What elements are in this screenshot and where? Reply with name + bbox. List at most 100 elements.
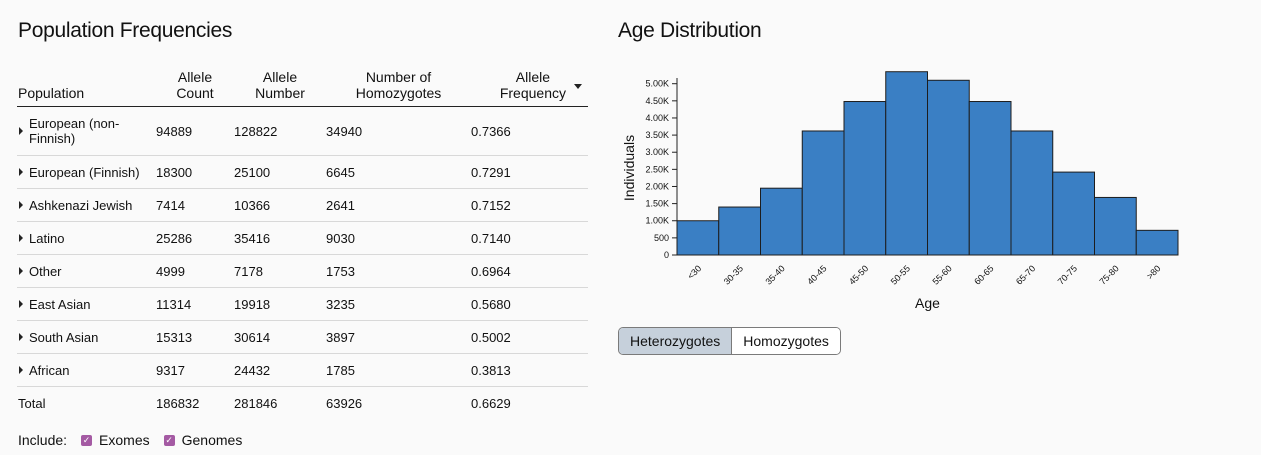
table-row[interactable]: Ashkenazi Jewish 7414 10366 2641 0.7152 <box>17 189 588 222</box>
expand-caret-icon[interactable] <box>19 267 23 275</box>
genomes-checkbox[interactable]: ✓ <box>164 435 175 446</box>
expand-caret-icon[interactable] <box>19 127 23 135</box>
x-tick-label: 50-55 <box>889 263 912 286</box>
bar-75-80[interactable] <box>1095 197 1137 255</box>
column-header-homozygotes[interactable]: Number of Homozygotes <box>326 66 471 107</box>
population-name: European (non- Finnish) <box>29 116 119 146</box>
allele-count-cell: 15313 <box>156 321 234 354</box>
allele-frequency-cell: 0.3813 <box>471 354 588 387</box>
total-allele-count-cell: 186832 <box>156 387 234 420</box>
expand-caret-icon[interactable] <box>19 366 23 374</box>
y-tick-label: 4.50K <box>645 96 669 106</box>
bar-65-70[interactable] <box>1011 131 1053 255</box>
x-tick-label: 30-35 <box>722 263 745 286</box>
homozygotes-cell: 1785 <box>326 354 471 387</box>
homozygotes-button[interactable]: Homozygotes <box>732 328 840 354</box>
heterozygotes-button[interactable]: Heterozygotes <box>619 328 732 354</box>
x-tick-label: >80 <box>1145 263 1163 281</box>
population-cell[interactable]: African <box>17 354 156 387</box>
population-cell[interactable]: Latino <box>17 222 156 255</box>
allele-number-cell: 30614 <box>234 321 326 354</box>
population-table: Population Allele Count Allele Number Numb… <box>17 66 588 419</box>
bar-30-35[interactable] <box>719 207 761 255</box>
y-axis-title: Individuals <box>621 135 637 201</box>
allele-frequency-cell: 0.5002 <box>471 321 588 354</box>
bar-50-55[interactable] <box>886 72 928 255</box>
population-cell[interactable]: European (non- Finnish) <box>17 107 156 156</box>
column-header-allele-frequency[interactable]: Allele Frequency <box>471 66 588 107</box>
table-row[interactable]: African 9317 24432 1785 0.3813 <box>17 354 588 387</box>
allele-frequency-cell: 0.7291 <box>471 156 588 189</box>
population-name: African <box>29 363 69 378</box>
y-tick-label: 2.50K <box>645 164 669 174</box>
allele-count-cell: 94889 <box>156 107 234 156</box>
bar-45-50[interactable] <box>844 102 886 255</box>
expand-caret-icon[interactable] <box>19 201 23 209</box>
expand-caret-icon[interactable] <box>19 168 23 176</box>
population-name: South Asian <box>29 330 98 345</box>
include-filter: Include: ✓ Exomes ✓ Genomes <box>18 432 242 448</box>
total-homozygotes-cell: 63926 <box>326 387 471 420</box>
population-name: European (Finnish) <box>29 165 140 180</box>
population-cell[interactable]: Ashkenazi Jewish <box>17 189 156 222</box>
y-tick-label: 4.00K <box>645 113 669 123</box>
total-row: Total 186832 281846 63926 0.6629 <box>17 387 588 420</box>
table-row[interactable]: South Asian 15313 30614 3897 0.5002 <box>17 321 588 354</box>
bar-60-65[interactable] <box>969 102 1011 255</box>
allele-count-cell: 18300 <box>156 156 234 189</box>
table-row[interactable]: East Asian 11314 19918 3235 0.5680 <box>17 288 588 321</box>
total-allele-number-cell: 281846 <box>234 387 326 420</box>
population-cell[interactable]: European (Finnish) <box>17 156 156 189</box>
x-axis-title: Age <box>915 295 940 311</box>
y-tick-label: 2.00K <box>645 181 669 191</box>
table-row[interactable]: Other 4999 7178 1753 0.6964 <box>17 255 588 288</box>
table-row[interactable]: European (non- Finnish) 94889 128822 34940 0.… <box>17 107 588 156</box>
genomes-checkbox-wrap[interactable]: ✓ Genomes <box>164 432 243 448</box>
x-tick-label: 55-60 <box>930 263 953 286</box>
population-cell[interactable]: Other <box>17 255 156 288</box>
expand-caret-icon[interactable] <box>19 300 23 308</box>
table-row[interactable]: European (Finnish) 18300 25100 6645 0.7291 <box>17 156 588 189</box>
bar-70-75[interactable] <box>1053 172 1095 255</box>
y-tick-label: 500 <box>654 233 669 243</box>
allele-number-cell: 35416 <box>234 222 326 255</box>
exomes-checkbox-wrap[interactable]: ✓ Exomes <box>81 432 150 448</box>
column-header-allele-number[interactable]: Allele Number <box>234 66 326 107</box>
x-tick-label: 70-75 <box>1056 263 1079 286</box>
total-allele-frequency-cell: 0.6629 <box>471 387 588 420</box>
allele-number-cell: 24432 <box>234 354 326 387</box>
sort-descending-icon[interactable] <box>574 84 582 89</box>
population-cell[interactable]: South Asian <box>17 321 156 354</box>
population-name: Latino <box>29 231 64 246</box>
age-distribution-chart: 0 500 1.00K 1.50K 2.00K 2.50K 3.00K 3.50K 4.00K 4… <box>618 62 1188 317</box>
bar-35-40[interactable] <box>761 188 803 255</box>
population-frequencies-title: Population Frequencies <box>18 19 232 43</box>
x-tick-label: <30 <box>685 263 703 281</box>
y-tick-label: 1.00K <box>645 216 669 226</box>
population-name: Other <box>29 264 62 279</box>
allele-number-cell: 10366 <box>234 189 326 222</box>
include-label: Include: <box>18 432 67 448</box>
column-header-allele-count[interactable]: Allele Count <box>156 66 234 107</box>
y-tick-label: 5.00K <box>645 79 669 89</box>
column-header-population[interactable]: Population <box>17 66 156 107</box>
bar-gt80[interactable] <box>1136 230 1178 255</box>
x-tick-label: 40-45 <box>805 263 828 286</box>
homozygotes-cell: 34940 <box>326 107 471 156</box>
y-tick-label: 1.50K <box>645 199 669 209</box>
allele-frequency-cell: 0.7366 <box>471 107 588 156</box>
bar-40-45[interactable] <box>802 131 844 255</box>
exomes-checkbox[interactable]: ✓ <box>81 435 92 446</box>
expand-caret-icon[interactable] <box>19 333 23 341</box>
x-tick-label: 60-65 <box>972 263 995 286</box>
homozygotes-cell: 1753 <box>326 255 471 288</box>
zygosity-toggle: Heterozygotes Homozygotes <box>618 327 841 355</box>
allele-count-cell: 7414 <box>156 189 234 222</box>
bar-lt30[interactable] <box>677 221 719 255</box>
allele-number-cell: 25100 <box>234 156 326 189</box>
table-row[interactable]: Latino 25286 35416 9030 0.7140 <box>17 222 588 255</box>
bar-55-60[interactable] <box>928 80 970 255</box>
allele-frequency-cell: 0.7152 <box>471 189 588 222</box>
population-cell[interactable]: East Asian <box>17 288 156 321</box>
expand-caret-icon[interactable] <box>19 234 23 242</box>
